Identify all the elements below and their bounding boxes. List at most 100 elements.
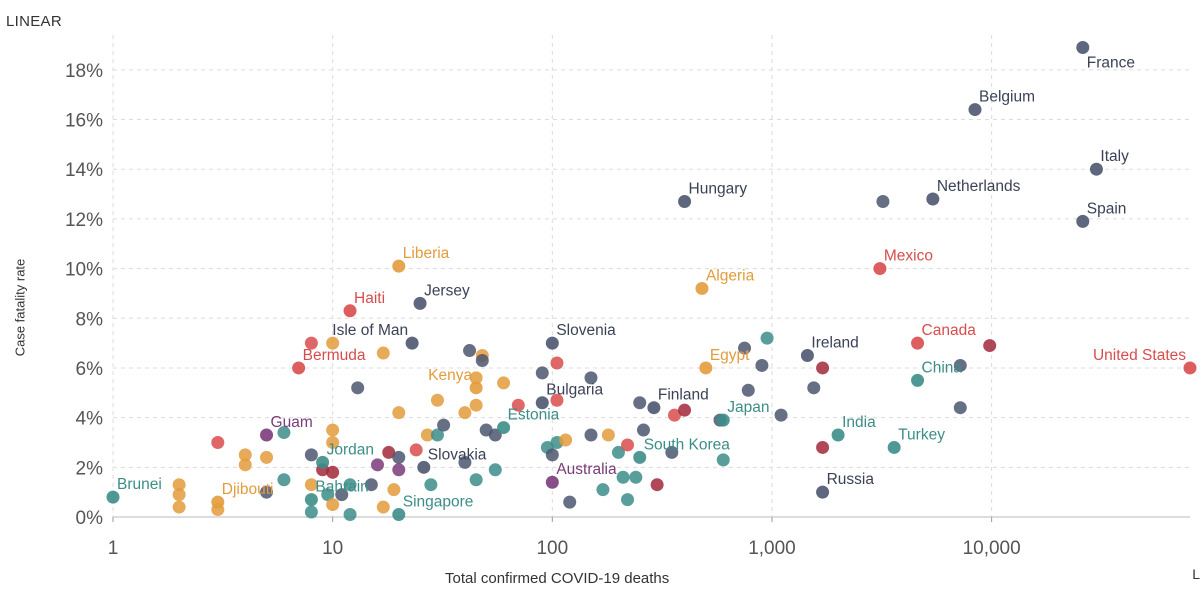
data-point-labeled[interactable] [716,413,730,427]
data-point[interactable] [633,396,647,410]
data-point[interactable] [172,500,186,514]
data-point[interactable] [678,403,692,417]
data-point[interactable] [321,488,335,502]
data-point[interactable] [335,488,349,502]
data-point[interactable] [430,428,444,442]
data-point[interactable] [326,336,340,350]
data-point[interactable] [469,371,483,385]
data-point[interactable] [545,448,559,462]
data-point[interactable] [437,418,451,432]
data-point[interactable] [621,438,635,452]
data-point[interactable] [463,344,477,358]
data-point[interactable] [304,478,318,492]
data-point[interactable] [601,428,615,442]
data-point[interactable] [392,463,406,477]
data-point[interactable] [326,423,340,437]
data-point-labeled[interactable] [926,192,940,206]
data-point[interactable] [716,453,730,467]
data-point-labeled[interactable] [678,195,692,209]
data-point[interactable] [535,366,549,380]
data-point[interactable] [816,361,830,375]
data-point[interactable] [430,393,444,407]
data-point-labeled[interactable] [873,262,887,276]
data-point[interactable] [953,401,967,415]
data-point-labeled[interactable] [545,336,559,350]
data-point-labeled[interactable] [304,493,318,507]
data-point-labeled[interactable] [1089,162,1103,176]
data-point-labeled[interactable] [1076,40,1090,54]
data-point[interactable] [277,426,291,440]
data-point[interactable] [172,478,186,492]
data-point[interactable] [420,428,434,442]
data-point[interactable] [621,493,635,507]
data-point[interactable] [458,406,472,420]
scale-toggle-linear[interactable]: LINEAR [6,13,62,30]
data-point[interactable] [376,346,390,360]
data-point[interactable] [774,408,788,422]
data-point-labeled[interactable] [316,455,330,469]
data-point[interactable] [370,458,384,472]
data-point[interactable] [650,478,664,492]
data-point-labeled[interactable] [800,349,814,363]
data-point[interactable] [469,473,483,487]
data-point[interactable] [616,470,630,484]
data-point-labeled[interactable] [816,485,830,499]
data-point[interactable] [475,353,489,367]
data-point-labeled[interactable] [545,475,559,489]
data-point[interactable] [351,381,365,395]
data-point[interactable] [458,455,472,469]
data-point[interactable] [584,428,598,442]
data-point[interactable] [238,458,252,472]
data-point[interactable] [409,443,423,457]
data-point[interactable] [488,463,502,477]
data-point[interactable] [211,435,225,449]
data-point[interactable] [304,336,318,350]
data-point[interactable] [277,473,291,487]
data-point[interactable] [469,398,483,412]
scale-toggle-log[interactable]: L [1192,566,1200,582]
data-point[interactable] [387,483,401,497]
data-point[interactable] [392,450,406,464]
data-point-labeled[interactable] [343,304,357,318]
data-point[interactable] [326,435,340,449]
data-point[interactable] [876,195,890,209]
data-point-labeled[interactable] [405,336,419,350]
data-point[interactable] [760,331,774,345]
data-point-labeled[interactable] [911,373,925,387]
data-point[interactable] [260,485,274,499]
data-point[interactable] [741,383,755,397]
data-point[interactable] [392,406,406,420]
data-point[interactable] [983,339,997,353]
data-point-labeled[interactable] [392,259,406,273]
data-point-labeled[interactable] [887,440,901,454]
data-point[interactable] [629,470,643,484]
data-point[interactable] [563,495,577,509]
data-point-labeled[interactable] [469,381,483,395]
data-point-labeled[interactable] [647,401,661,415]
data-point[interactable] [953,358,967,372]
data-point[interactable] [172,488,186,502]
data-point[interactable] [326,498,340,512]
data-point[interactable] [238,448,252,462]
data-point[interactable] [343,508,357,522]
data-point-labeled[interactable] [413,296,427,310]
data-point-labeled[interactable] [106,490,120,504]
data-point[interactable] [611,445,625,459]
data-point[interactable] [584,371,598,385]
data-point-labeled[interactable] [633,450,647,464]
data-point[interactable] [343,478,357,492]
data-point[interactable] [550,393,564,407]
data-point[interactable] [260,450,274,464]
data-point[interactable] [424,478,438,492]
data-point-labeled[interactable] [392,508,406,522]
data-point-labeled[interactable] [535,396,549,410]
data-point-labeled[interactable] [695,281,709,295]
data-point[interactable] [326,465,340,479]
data-point-labeled[interactable] [968,103,982,117]
data-point[interactable] [816,440,830,454]
data-point-labeled[interactable] [211,495,225,509]
data-point[interactable] [636,423,650,437]
data-point[interactable] [550,356,564,370]
data-point[interactable] [488,428,502,442]
data-point[interactable] [376,500,390,514]
